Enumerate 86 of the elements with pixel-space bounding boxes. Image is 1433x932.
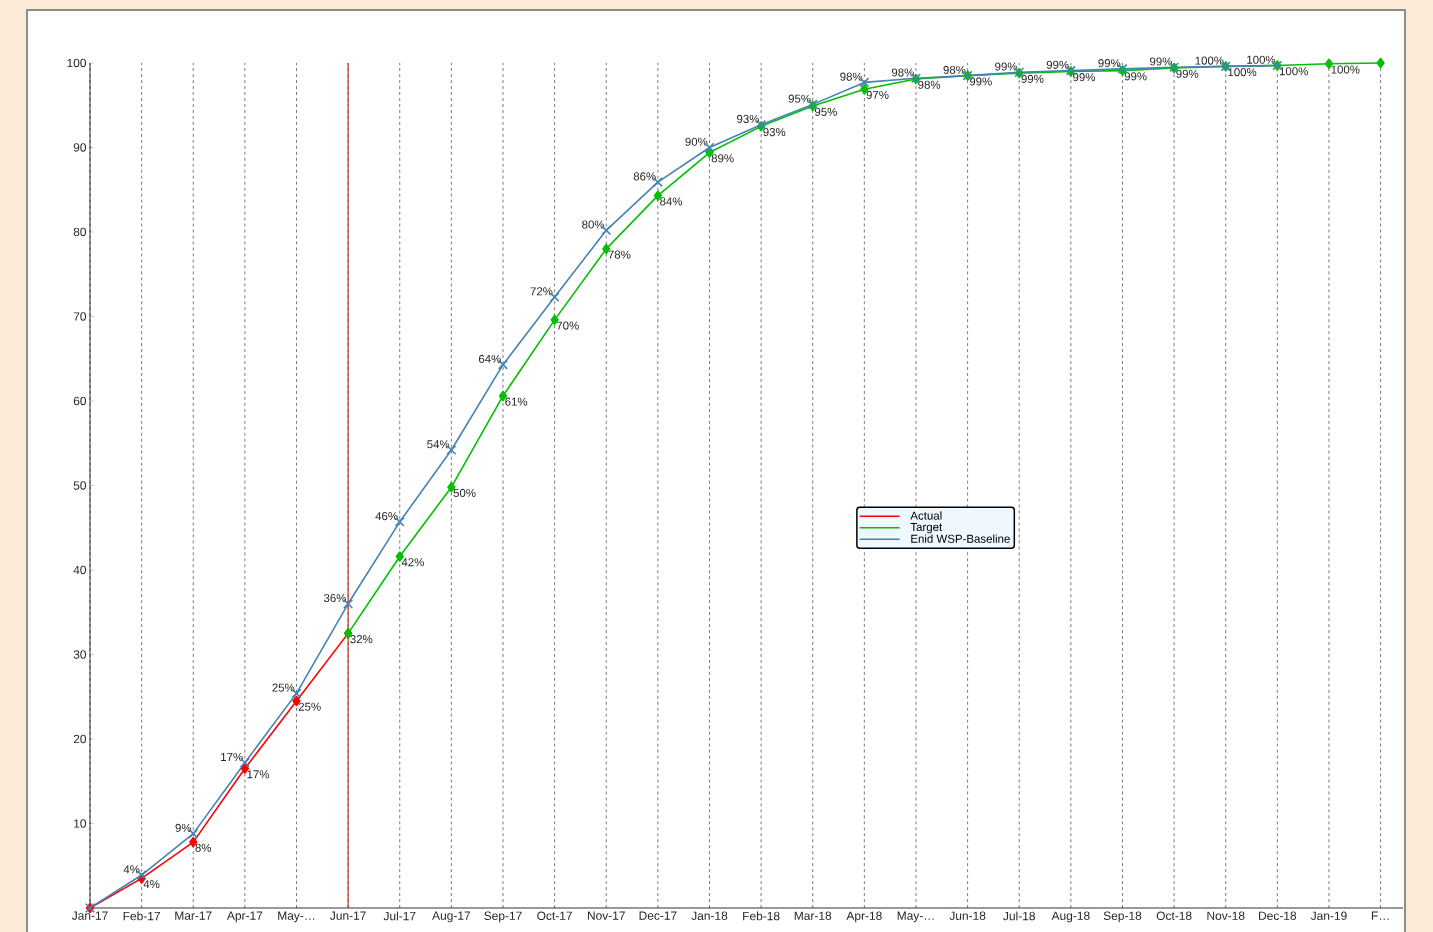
data-label: 9%: [175, 823, 192, 832]
data-label: 17%: [247, 770, 270, 779]
x-tick-label: Sep-17: [484, 911, 522, 923]
data-label: 100%: [1228, 68, 1257, 77]
data-label: 100%: [1247, 55, 1276, 64]
data-label: 93%: [737, 114, 760, 123]
x-tick-label: May-…: [897, 911, 934, 923]
x-tick-label: Feb-18: [743, 911, 780, 921]
data-label: 46%: [375, 512, 398, 521]
x-tick-label: Nov-17: [587, 911, 625, 920]
legend-label: Enid WSP-Baseline: [911, 534, 1010, 543]
x-tick-label: Mar-18: [794, 911, 832, 920]
data-label: 99%: [1073, 73, 1096, 82]
data-label: 54%: [427, 440, 450, 449]
data-label: 99%: [1046, 60, 1069, 69]
data-label: 100%: [1195, 56, 1224, 65]
x-tick-label: Mar-17: [175, 911, 212, 920]
data-label: 25%: [298, 702, 321, 711]
data-label: 98%: [943, 65, 966, 74]
legend-label: Actual: [910, 511, 942, 520]
data-label: 42%: [401, 558, 424, 567]
data-label: 100%: [1279, 67, 1308, 76]
data-label: 99%: [995, 62, 1018, 71]
y-tick-label: 100: [67, 58, 87, 68]
y-tick-label: 60: [73, 396, 87, 406]
data-label: 8%: [195, 843, 212, 852]
x-tick-label: Nov-18: [1207, 911, 1245, 920]
data-label: 98%: [840, 72, 863, 81]
x-tick-label: Dec-17: [639, 911, 677, 920]
data-label: 93%: [763, 128, 786, 137]
data-label: 36%: [323, 593, 347, 603]
x-tick-label: Feb-17: [123, 911, 160, 921]
y-tick-label: 90: [73, 143, 87, 152]
x-tick-label: Jun-18: [949, 911, 986, 920]
data-label: 99%: [1150, 57, 1172, 66]
data-label: 86%: [633, 172, 656, 181]
y-tick-label: 40: [73, 565, 87, 575]
x-tick-label: Jan-17: [71, 911, 108, 920]
data-label: 17%: [221, 752, 243, 761]
x-tick-label: May-…: [278, 911, 315, 923]
x-tick-label: Jun-17: [330, 911, 366, 920]
x-tick-label: Jul-18: [1003, 911, 1035, 921]
x-tick-label: Jan-19: [1310, 911, 1347, 920]
data-label: 61%: [505, 397, 528, 406]
y-tick-label: 50: [73, 481, 87, 490]
data-label: 98%: [918, 80, 941, 89]
data-label: 4%: [123, 865, 140, 874]
x-tick-label: Sep-18: [1103, 911, 1142, 923]
x-tick-label: Aug-17: [432, 911, 471, 923]
data-label: 99%: [1021, 74, 1044, 83]
y-tick-label: 20: [73, 734, 87, 744]
y-tick-label: 70: [73, 312, 87, 321]
data-label: 50%: [453, 488, 476, 497]
data-label: 64%: [478, 354, 501, 363]
legend-label: Target: [910, 523, 943, 534]
data-label: 95%: [788, 94, 811, 103]
data-label: 84%: [660, 197, 683, 206]
data-label: 99%: [1098, 59, 1121, 68]
x-tick-label: F…: [1371, 911, 1389, 920]
x-tick-label: Dec-18: [1259, 911, 1297, 920]
data-label: 99%: [1176, 69, 1199, 78]
x-tick-label: Aug-18: [1051, 911, 1090, 923]
x-tick-label: Apr-17: [226, 911, 263, 923]
data-label: 98%: [891, 68, 914, 77]
data-label: 90%: [685, 137, 708, 146]
x-tick-label: Oct-18: [1156, 911, 1192, 920]
data-label: 80%: [582, 220, 605, 229]
data-label: 97%: [866, 90, 889, 99]
data-label: 4%: [143, 880, 160, 889]
data-label: 78%: [608, 250, 631, 259]
data-label: 32%: [350, 635, 373, 644]
y-tick-label: 10: [74, 819, 87, 828]
data-label: 99%: [1124, 72, 1147, 81]
data-label: 70%: [556, 321, 579, 330]
x-tick-label: Jan-18: [691, 911, 728, 920]
data-label: 72%: [530, 287, 553, 296]
data-label: 100%: [1331, 65, 1360, 74]
y-tick-label: 30: [73, 650, 87, 659]
data-label: 25%: [272, 683, 295, 692]
x-tick-label: Apr-18: [846, 911, 882, 923]
data-label: 89%: [711, 154, 734, 163]
data-label: 99%: [969, 77, 992, 86]
data-label: 95%: [814, 107, 837, 116]
x-tick-label: Oct-17: [537, 911, 572, 920]
y-tick-label: 80: [73, 227, 87, 237]
x-tick-label: Jul-17: [383, 911, 416, 921]
